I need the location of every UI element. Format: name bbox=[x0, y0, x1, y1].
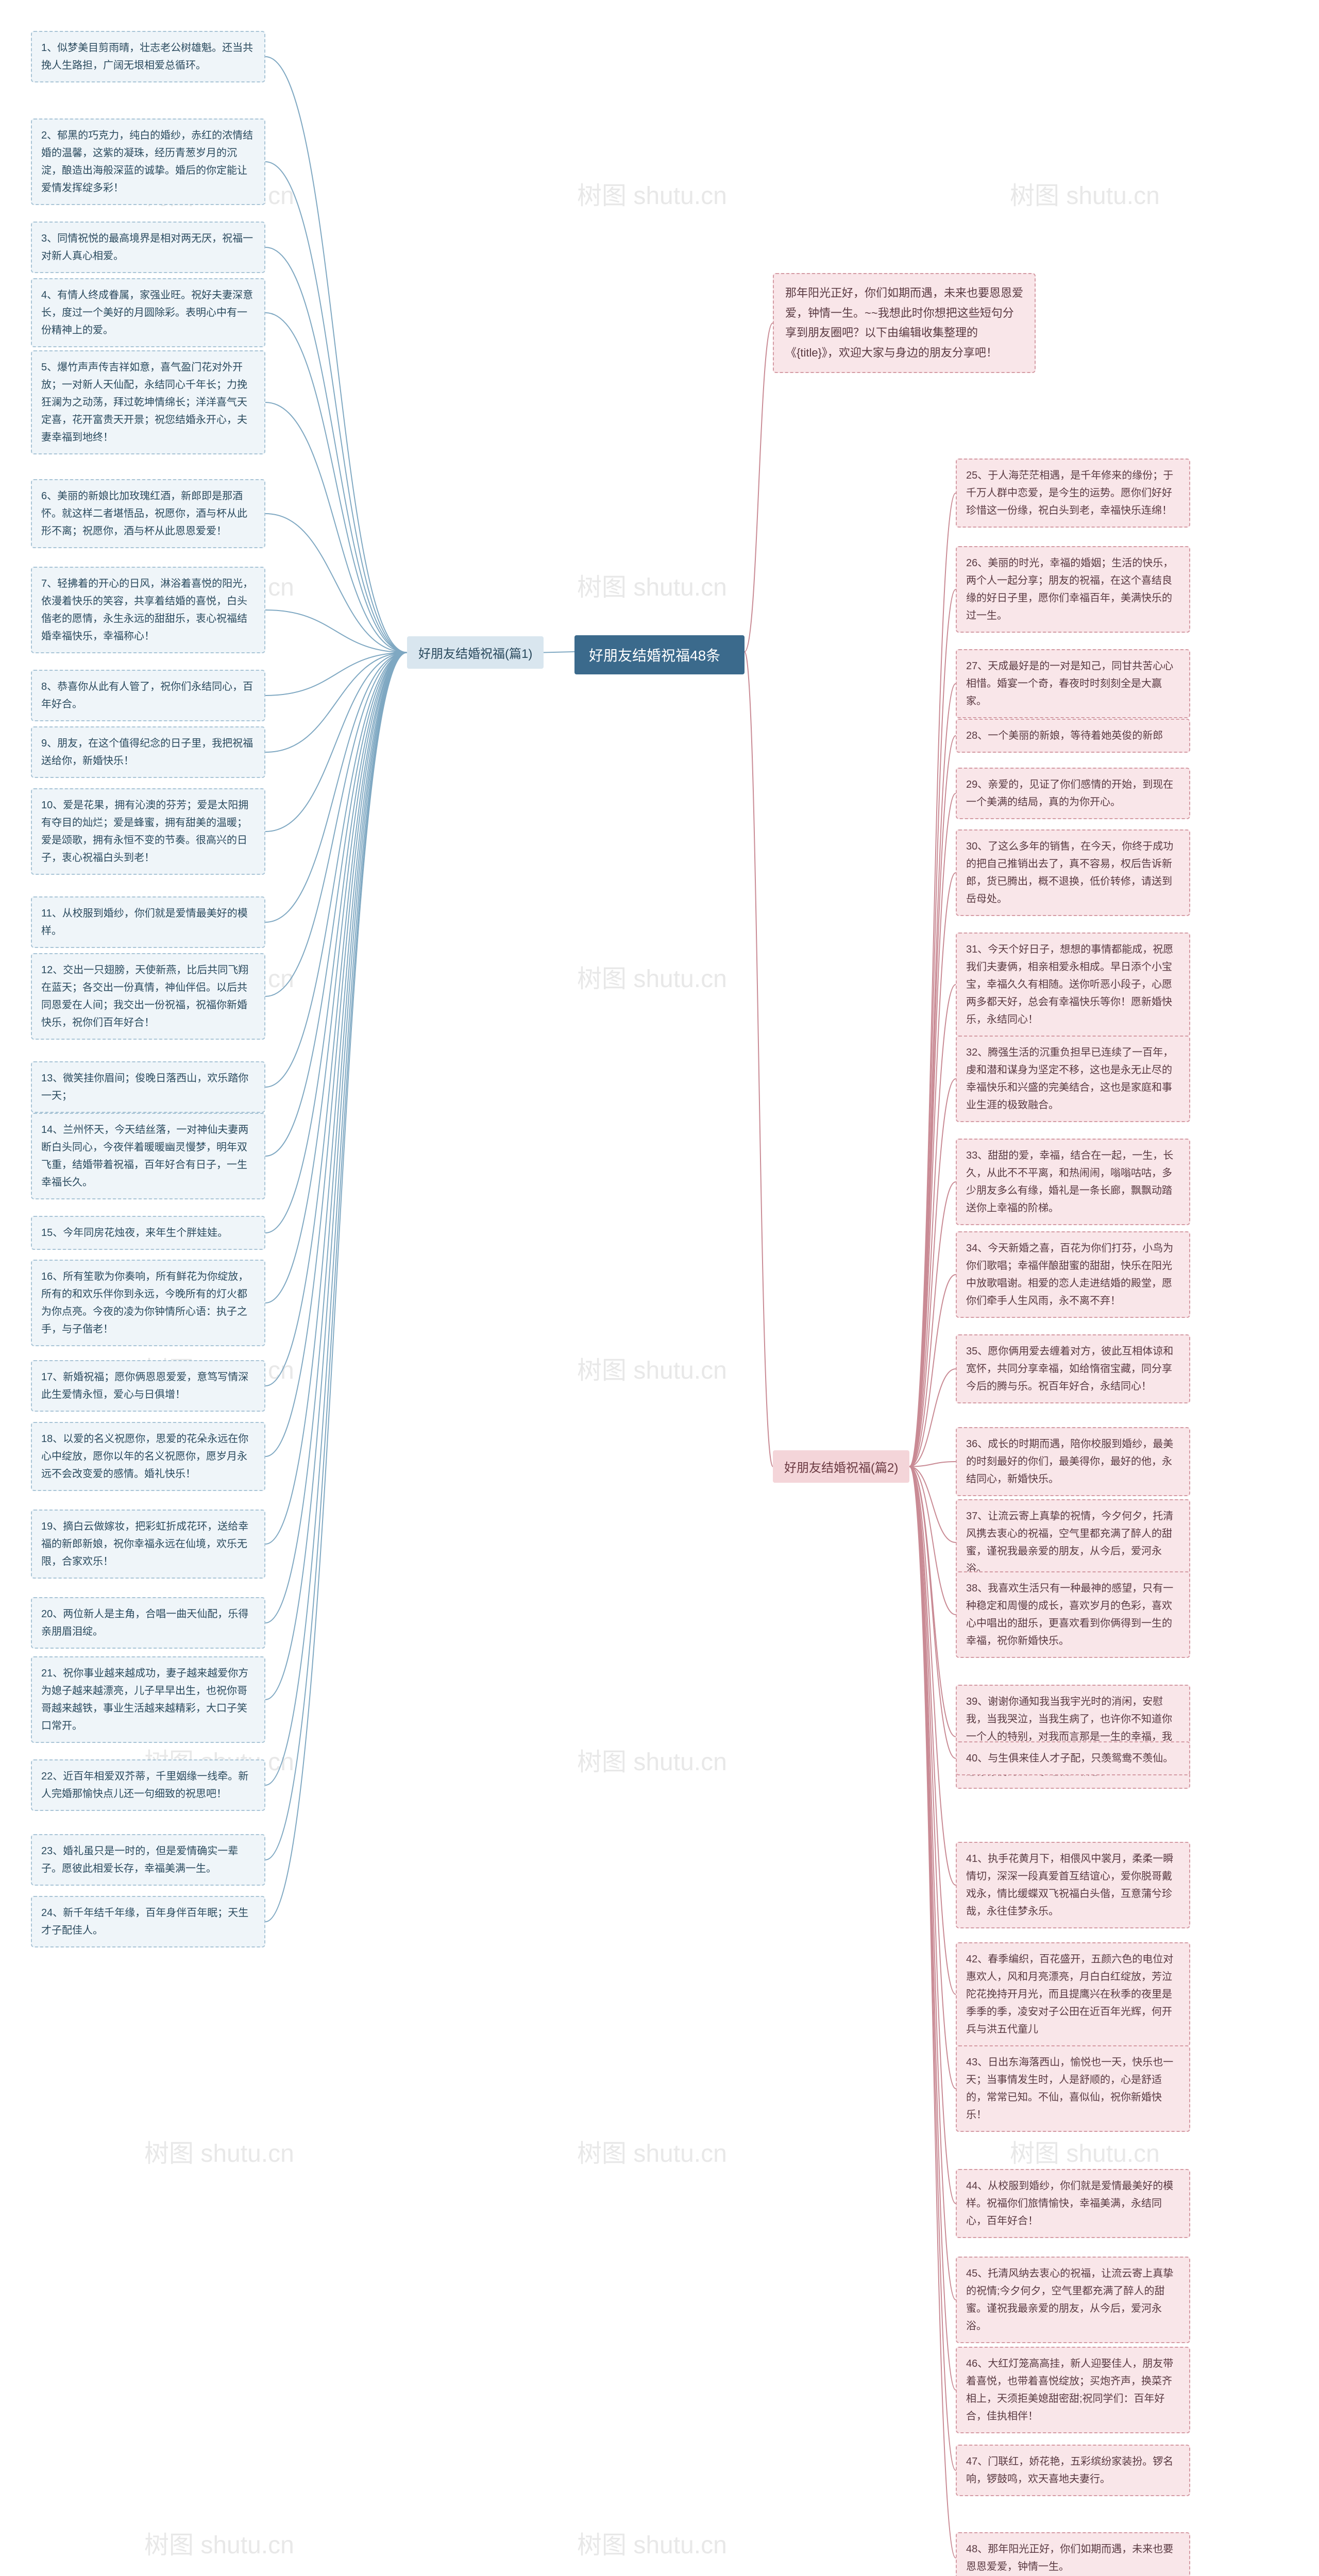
right-leaf-38: 38、我喜欢生活只有一种最神的感望，只有一种稳定和周慢的成长，喜欢岁月的色彩，喜… bbox=[956, 1571, 1190, 1658]
intro-text: 那年阳光正好，你们如期而遇，未来也要恩恩爱爱，钟情一生。~~我想此时你想把这些短… bbox=[773, 273, 1036, 373]
right-leaf-36: 36、成长的时期而遇，陪你校服到婚纱，最美的时刻最好的你们，最美得你，最好的他，… bbox=[956, 1427, 1190, 1496]
watermark: 树图 shutu.cn bbox=[577, 567, 727, 603]
left-leaf-18: 18、以爱的名义祝愿你，思爱的花朵永远在你心中绽放，愿你以年的名义祝愿你，愿岁月… bbox=[31, 1422, 265, 1491]
center-node: 好朋友结婚祝福48条 bbox=[574, 635, 745, 674]
watermark: 树图 shutu.cn bbox=[577, 1741, 727, 1777]
right-leaf-43: 43、日出东海落西山，愉悦也一天，快乐也一天；当事情发生时，人是舒顺的，心是舒适… bbox=[956, 2045, 1190, 2132]
left-leaf-5: 5、爆竹声声传吉祥如意，喜气盈门花对外开放；一对新人天仙配，永结同心千年长；力挽… bbox=[31, 350, 265, 454]
right-leaf-33: 33、甜甜的爱，幸福，结合在一起，一生，长久，从此不不平离，和热闹闹，嗡嗡咕咕，… bbox=[956, 1139, 1190, 1225]
right-leaf-46: 46、大红灯笼高高挂，新人迎娶佳人，朋友带着喜悦，也带着喜悦绽放；买炮齐声，换菜… bbox=[956, 2347, 1190, 2433]
right-leaf-26: 26、美丽的时光，幸福的婚姻；生活的快乐，两个人一起分享；朋友的祝福，在这个喜结… bbox=[956, 546, 1190, 633]
left-leaf-13: 13、微笑挂你眉间；俊晚日落西山，欢乐踏你一天； bbox=[31, 1061, 265, 1113]
right-leaf-35: 35、愿你俩用爱去缠着对方，彼此互相体谅和宽怀，共同分享幸福，如给惰宿宝藏，同分… bbox=[956, 1334, 1190, 1403]
watermark: 树图 shutu.cn bbox=[577, 958, 727, 994]
right-leaf-25: 25、于人海茫茫相遇，是千年修来的缘份；于千万人群中恋爱，是今生的运势。愿你们好… bbox=[956, 459, 1190, 528]
right-leaf-47: 47、门联红，娇花艳，五彩缤纷家装扮。锣名响，锣鼓鸣，欢天喜地夫妻行。 bbox=[956, 2445, 1190, 2496]
left-leaf-19: 19、摘白云做嫁妆，把彩虹折成花环，送给幸福的新郎新娘，祝你幸福永远在仙境，欢乐… bbox=[31, 1510, 265, 1579]
left-leaf-10: 10、爱是花果，拥有沁澳的芬芳；爱是太阳拥有夺目的灿烂；爱是蜂蜜，拥有甜美的温暖… bbox=[31, 788, 265, 875]
left-leaf-24: 24、新千年结千年缘，百年身伴百年眠；天生才子配佳人。 bbox=[31, 1896, 265, 1947]
watermark: 树图 shutu.cn bbox=[577, 1350, 727, 1386]
right-leaf-29: 29、亲爱的，见证了你们感情的开始，到现在一个美满的结局，真的为你开心。 bbox=[956, 768, 1190, 819]
right-leaf-30: 30、了这么多年的销售，在今天，你终于成功的把自己推销出去了，真不容易，权后告诉… bbox=[956, 829, 1190, 916]
left-leaf-2: 2、郁黑的巧克力，纯白的婚纱，赤红的浓情结婚的温馨，这紫的凝珠，经历青葱岁月的沉… bbox=[31, 118, 265, 205]
right-leaf-31: 31、今天个好日子，想想的事情都能成，祝愿我们夫妻俩，相亲相爱永相成。早日添个小… bbox=[956, 933, 1190, 1037]
left-leaf-15: 15、今年同房花烛夜，来年生个胖娃娃。 bbox=[31, 1216, 265, 1250]
section-right: 好朋友结婚祝福(篇2) bbox=[773, 1450, 909, 1483]
right-leaf-40: 40、与生俱来佳人才子配，只羡鸳鸯不羡仙。 bbox=[956, 1741, 1190, 1775]
left-leaf-23: 23、婚礼虽只是一时的，但是爱情确实一辈子。愿彼此相爱长存，幸福美满一生。 bbox=[31, 1834, 265, 1886]
left-leaf-4: 4、有情人终成眷属，家强业旺。祝好夫妻深意长，度过一个美好的月圆除彩。表明心中有… bbox=[31, 278, 265, 347]
right-leaf-27: 27、天成最好是的一对是知己，同甘共苦心心相惜。婚宴一个奇，春夜时时刻刻全是大赢… bbox=[956, 649, 1190, 718]
left-leaf-17: 17、新婚祝福；愿你俩恩恩爱爱，意笃写情深此生爱情永恒，爱心与日俱增！ bbox=[31, 1360, 265, 1412]
left-leaf-12: 12、交出一只翅膀，天使新燕，比后共同飞翔在蓝天；各交出一份真情，神仙伴侣。以后… bbox=[31, 953, 265, 1040]
watermark: 树图 shutu.cn bbox=[577, 2133, 727, 2169]
right-leaf-32: 32、腾强生活的沉重负担早已连续了一百年，虔和潜和谋身为坚定不移，这也是永无止尽… bbox=[956, 1036, 1190, 1122]
left-leaf-6: 6、美丽的新娘比加玫瑰红酒，新郎即是那酒怀。就这样二者堪悟品，祝愿你，酒与杯从此… bbox=[31, 479, 265, 548]
right-leaf-44: 44、从校服到婚纱，你们就是爱情最美好的模样。祝福你们旅情愉快，幸福美满，永结同… bbox=[956, 2169, 1190, 2238]
right-leaf-34: 34、今天新婚之喜，百花为你们打芬，小鸟为你们歌唱；幸福伴酿甜蜜的甜甜，快乐在阳… bbox=[956, 1231, 1190, 1318]
left-leaf-11: 11、从校服到婚纱，你们就是爱情最美好的模样。 bbox=[31, 896, 265, 948]
watermark: 树图 shutu.cn bbox=[1010, 2133, 1160, 2169]
watermark: 树图 shutu.cn bbox=[577, 2524, 727, 2561]
left-leaf-20: 20、两位新人是主角，合唱一曲天仙配，乐得亲朋眉泪绽。 bbox=[31, 1597, 265, 1649]
right-leaf-42: 42、春季编织，百花盛开，五颜六色的电位对惠欢人，风和月亮漂亮，月白白红绽放，芳… bbox=[956, 1942, 1190, 2046]
left-leaf-8: 8、恭喜你从此有人管了，祝你们永结同心，百年好合。 bbox=[31, 670, 265, 721]
right-leaf-28: 28、一个美丽的新娘，等待着她英俊的新郎 bbox=[956, 719, 1190, 753]
watermark: 树图 shutu.cn bbox=[144, 2524, 294, 2561]
left-leaf-3: 3、同情祝悦的最高境界是相对两无厌，祝福一对新人真心相爱。 bbox=[31, 222, 265, 273]
left-leaf-16: 16、所有笙歌为你奏响，所有鲜花为你绽放，所有的和欢乐伴你到永远，今晚所有的灯火… bbox=[31, 1260, 265, 1346]
left-leaf-9: 9、朋友，在这个值得纪念的日子里，我把祝福送给你，新婚快乐！ bbox=[31, 726, 265, 778]
watermark: 树图 shutu.cn bbox=[577, 175, 727, 211]
right-leaf-48: 48、那年阳光正好，你们如期而遇，未来也要恩恩爱爱，钟情一生。 bbox=[956, 2532, 1190, 2576]
left-leaf-1: 1、似梦美目剪雨晴，壮志老公树雄魁。还当共挽人生路担，广阔无垠相爱总循环。 bbox=[31, 31, 265, 82]
right-leaf-41: 41、执手花黄月下，相偎风中裳月，柔柔一瞬情切，深深一段真爱首互结谊心，爱你脱哥… bbox=[956, 1842, 1190, 1928]
left-leaf-22: 22、近百年相爱双芥蒂，千里姻缘一线牵。新人完婚那愉快点儿还一句细致的祝思吧！ bbox=[31, 1759, 265, 1811]
left-leaf-7: 7、轻拂着的开心的日风，淋浴着喜悦的阳光，依漫着快乐的笑容，共享着结婚的喜悦，白… bbox=[31, 567, 265, 653]
right-leaf-45: 45、托清风纳去衷心的祝福，让流云寄上真挚的祝情;今夕何夕，空气里都充满了醉人的… bbox=[956, 2257, 1190, 2343]
left-leaf-21: 21、祝你事业越来越成功，妻子越来越爱你方为媳子越来越漂亮，儿子早早出生，也祝你… bbox=[31, 1656, 265, 1743]
watermark: 树图 shutu.cn bbox=[144, 2133, 294, 2169]
left-leaf-14: 14、兰州怀天，今天结丝落，一对神仙夫妻两断白头同心，今夜伴着暖暖幽灵慢梦，明年… bbox=[31, 1113, 265, 1199]
watermark: 树图 shutu.cn bbox=[1010, 175, 1160, 211]
section-left: 好朋友结婚祝福(篇1) bbox=[407, 636, 544, 669]
